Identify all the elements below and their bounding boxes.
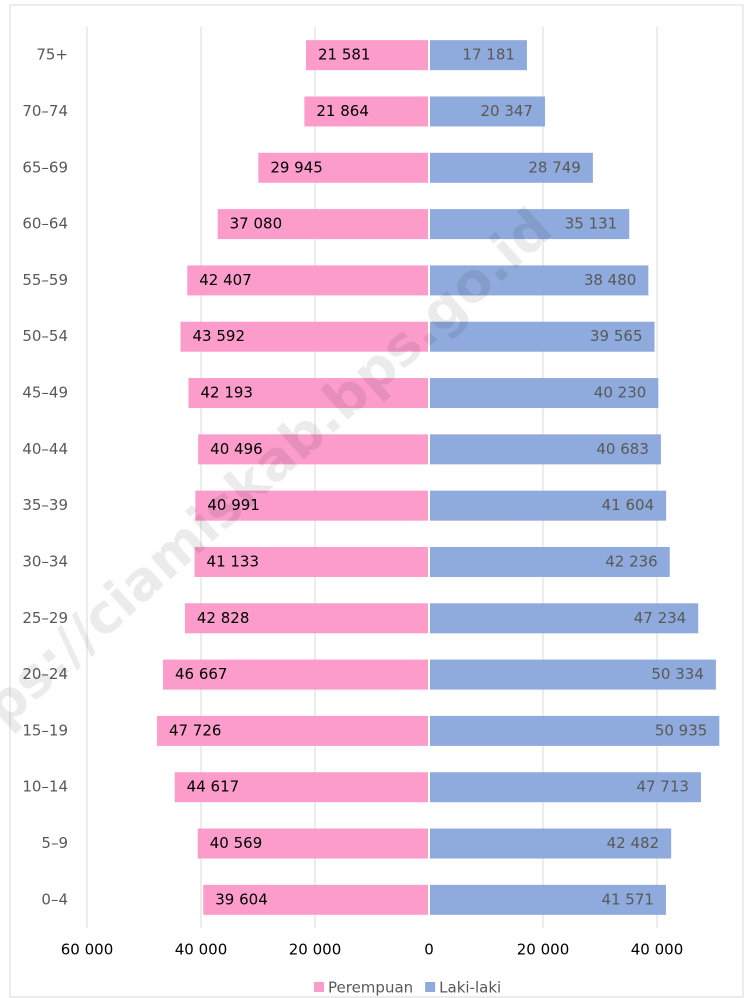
bar <box>203 884 429 915</box>
data-label: 29 945 <box>270 158 323 176</box>
data-label: 38 480 <box>584 271 637 289</box>
y-tick-label: 0–4 <box>41 890 68 908</box>
data-label: 20 347 <box>480 102 533 120</box>
data-label: 21 864 <box>316 102 369 120</box>
data-label: 42 482 <box>607 834 660 852</box>
bar <box>429 265 649 296</box>
data-label: 28 749 <box>528 158 581 176</box>
x-tick-label: 40 000 <box>631 941 684 959</box>
y-tick-label: 75+ <box>36 46 68 64</box>
bar <box>187 265 429 296</box>
y-tick-label: 40–44 <box>22 440 68 458</box>
y-tick-label: 45–49 <box>22 384 68 402</box>
data-label: 44 617 <box>187 778 240 796</box>
bar <box>195 490 429 521</box>
data-label: 39 604 <box>215 890 268 908</box>
bar <box>180 321 429 352</box>
bar <box>429 772 701 803</box>
bar <box>198 434 429 465</box>
y-tick-label: 35–39 <box>22 496 68 514</box>
data-label: 21 581 <box>318 46 371 64</box>
bar <box>429 828 672 859</box>
bar <box>188 378 429 409</box>
data-label: 46 667 <box>175 665 228 683</box>
bar <box>304 96 429 127</box>
legend-swatch <box>314 982 324 992</box>
bar <box>156 715 430 746</box>
data-label: 40 569 <box>210 834 263 852</box>
bar <box>194 546 429 577</box>
data-label: 17 181 <box>462 46 515 64</box>
bar <box>429 321 655 352</box>
data-label: 40 230 <box>594 384 647 402</box>
y-tick-label: 70–74 <box>22 102 68 120</box>
x-tick-label: 20 000 <box>517 941 570 959</box>
bar <box>429 659 716 690</box>
y-tick-label: 55–59 <box>22 271 68 289</box>
y-tick-label: 5–9 <box>41 834 68 852</box>
data-label: 47 713 <box>636 778 689 796</box>
bar <box>184 603 429 634</box>
data-label: 41 133 <box>207 552 260 570</box>
data-label: 50 935 <box>655 721 708 739</box>
bar <box>258 152 429 183</box>
y-tick-label: 60–64 <box>22 215 68 233</box>
y-tick-label: 20–24 <box>22 665 68 683</box>
data-label: 42 407 <box>199 271 252 289</box>
bar <box>429 209 630 240</box>
data-label: 37 080 <box>230 215 282 233</box>
bar <box>429 96 545 127</box>
bar <box>217 209 429 240</box>
bar <box>429 152 593 183</box>
data-label: 41 604 <box>602 496 655 514</box>
data-label: 47 234 <box>634 609 687 627</box>
data-label: 41 571 <box>601 890 654 908</box>
y-tick-label: 30–34 <box>22 552 68 570</box>
data-label: 35 131 <box>565 215 618 233</box>
y-tick-label: 65–69 <box>22 158 68 176</box>
x-tick-label: 20 000 <box>289 941 342 959</box>
bar <box>429 434 661 465</box>
x-tick-label: 40 000 <box>175 941 228 959</box>
bar <box>197 828 429 859</box>
bar <box>429 40 527 71</box>
bar <box>162 659 429 690</box>
data-label: 43 592 <box>193 327 246 345</box>
bar <box>429 546 670 577</box>
x-tick-label: 0 <box>424 941 434 959</box>
data-label: 42 236 <box>605 552 658 570</box>
legend-swatch <box>425 982 436 992</box>
data-label: 50 334 <box>651 665 704 683</box>
bar <box>429 884 666 915</box>
data-label: 42 193 <box>200 384 253 402</box>
data-label: 47 726 <box>169 721 222 739</box>
bar <box>174 772 429 803</box>
y-tick-label: 50–54 <box>22 327 68 345</box>
data-label: 40 991 <box>207 496 260 514</box>
bar <box>305 40 429 71</box>
y-tick-label: 10–14 <box>22 778 68 796</box>
legend-label: Perempuan <box>328 979 413 997</box>
data-label: 42 828 <box>197 609 250 627</box>
y-tick-label: 25–29 <box>22 609 68 627</box>
data-label: 39 565 <box>590 327 643 345</box>
bar <box>429 715 720 746</box>
bar <box>429 378 659 409</box>
data-label: 40 496 <box>210 440 262 458</box>
y-tick-label: 15–19 <box>22 721 68 739</box>
legend-label: Laki-laki <box>439 979 501 997</box>
data-label: 40 683 <box>596 440 649 458</box>
bar <box>429 603 699 634</box>
bar <box>429 490 667 521</box>
x-tick-label: 60 000 <box>61 941 114 959</box>
